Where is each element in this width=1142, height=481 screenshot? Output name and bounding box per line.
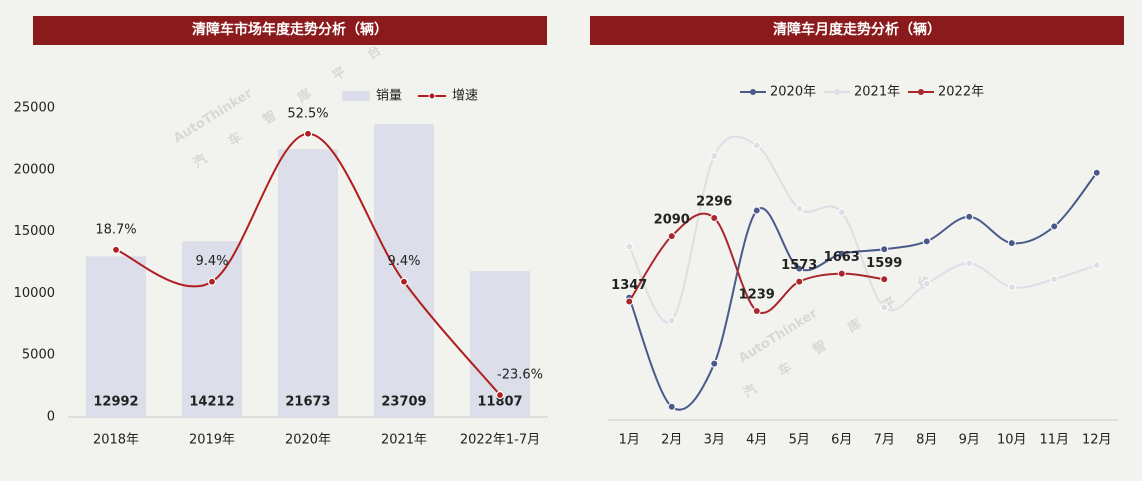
bar bbox=[278, 149, 338, 418]
bar-label: 21673 bbox=[285, 395, 330, 410]
growth-marker bbox=[495, 390, 505, 400]
series-marker bbox=[710, 213, 719, 222]
growth-label: -23.6% bbox=[497, 368, 543, 383]
x-tick-label: 6月 bbox=[831, 433, 852, 448]
x-tick-label: 9月 bbox=[959, 433, 980, 448]
title-bar bbox=[33, 16, 547, 45]
series-marker bbox=[625, 297, 634, 306]
y-tick-label: 15000 bbox=[14, 224, 55, 239]
x-tick-label: 2018年 bbox=[93, 433, 139, 448]
growth-label: 9.4% bbox=[195, 254, 228, 269]
series-marker bbox=[1050, 222, 1059, 231]
y-tick-label: 25000 bbox=[14, 101, 55, 116]
bar-label: 23709 bbox=[381, 395, 426, 410]
series-marker bbox=[795, 277, 804, 286]
bar bbox=[374, 123, 434, 417]
x-tick-label: 2019年 bbox=[189, 433, 235, 448]
x-tick-label: 3月 bbox=[704, 433, 725, 448]
x-tick-label: 4月 bbox=[746, 433, 767, 448]
y-tick-label: 0 bbox=[47, 410, 55, 425]
series-marker bbox=[667, 316, 676, 325]
legend-label: 2021年 bbox=[854, 85, 900, 100]
x-tick-label: 7月 bbox=[874, 433, 895, 448]
chart-title: 清障车月度走势分析（辆） bbox=[773, 21, 941, 38]
data-label: 2090 bbox=[654, 213, 690, 228]
x-tick-label: 10月 bbox=[997, 433, 1027, 448]
series-marker bbox=[880, 303, 889, 312]
series-marker bbox=[922, 279, 931, 288]
x-tick-label: 8月 bbox=[916, 433, 937, 448]
series-marker bbox=[795, 264, 804, 273]
title-bar bbox=[590, 16, 1124, 45]
x-tick-label: 2020年 bbox=[285, 433, 331, 448]
y-tick-label: 20000 bbox=[14, 162, 55, 177]
x-tick-label: 2月 bbox=[661, 433, 682, 448]
growth-marker bbox=[303, 129, 313, 138]
legend-swatch bbox=[342, 91, 370, 101]
series-marker bbox=[1050, 275, 1059, 284]
series-marker bbox=[1092, 261, 1101, 270]
series-marker bbox=[752, 306, 761, 315]
y-tick-label: 10000 bbox=[14, 286, 55, 301]
x-tick-label: 1月 bbox=[619, 433, 640, 448]
series-marker bbox=[667, 232, 676, 241]
legend-label: 2022年 bbox=[938, 85, 984, 100]
legend-label: 增速 bbox=[452, 89, 478, 104]
series-marker bbox=[965, 259, 974, 268]
legend-marker bbox=[834, 89, 840, 95]
series-marker bbox=[922, 237, 931, 246]
series-marker bbox=[667, 402, 676, 411]
series-marker bbox=[837, 208, 846, 217]
legend-label: 销量 bbox=[376, 89, 402, 104]
series-marker bbox=[795, 204, 804, 213]
growth-marker bbox=[111, 245, 121, 254]
data-label: 2296 bbox=[696, 194, 732, 209]
series-marker bbox=[710, 359, 719, 368]
bar-label: 12992 bbox=[93, 395, 138, 410]
data-label: 1573 bbox=[781, 258, 817, 273]
x-tick-label: 12月 bbox=[1082, 433, 1112, 448]
x-tick-label: 2021年 bbox=[381, 433, 427, 448]
legend-marker bbox=[750, 89, 756, 95]
data-label: 1663 bbox=[824, 250, 860, 265]
bar-label: 14212 bbox=[189, 395, 234, 410]
legend-marker bbox=[428, 92, 436, 100]
series-marker bbox=[752, 141, 761, 150]
data-label: 1347 bbox=[611, 278, 647, 293]
chart-title: 清障车市场年度走势分析（辆） bbox=[192, 21, 388, 38]
x-tick-label: 2022年1-7月 bbox=[460, 433, 540, 448]
series-marker bbox=[880, 245, 889, 254]
series-marker bbox=[752, 206, 761, 215]
growth-label: 52.5% bbox=[287, 106, 328, 121]
x-tick-label: 5月 bbox=[789, 433, 810, 448]
series-marker bbox=[1092, 168, 1101, 177]
data-label: 1239 bbox=[739, 287, 775, 302]
growth-marker bbox=[399, 277, 409, 286]
growth-marker bbox=[207, 277, 217, 286]
series-marker bbox=[1007, 239, 1016, 248]
growth-label: 18.7% bbox=[95, 222, 136, 237]
series-marker bbox=[625, 242, 634, 251]
legend-marker bbox=[918, 89, 924, 95]
series-marker bbox=[837, 249, 846, 258]
bar bbox=[182, 241, 242, 417]
y-tick-label: 5000 bbox=[22, 348, 55, 363]
series-marker bbox=[710, 152, 719, 160]
data-label: 1599 bbox=[866, 256, 902, 271]
growth-label: 9.4% bbox=[387, 254, 420, 269]
legend-label: 2020年 bbox=[770, 85, 816, 100]
series-marker bbox=[837, 269, 846, 278]
bar bbox=[86, 256, 146, 417]
bar-label: 11807 bbox=[477, 395, 522, 410]
series-marker bbox=[965, 212, 974, 221]
x-tick-label: 11月 bbox=[1039, 433, 1069, 448]
series-marker bbox=[1007, 283, 1016, 292]
series-marker bbox=[880, 275, 889, 284]
